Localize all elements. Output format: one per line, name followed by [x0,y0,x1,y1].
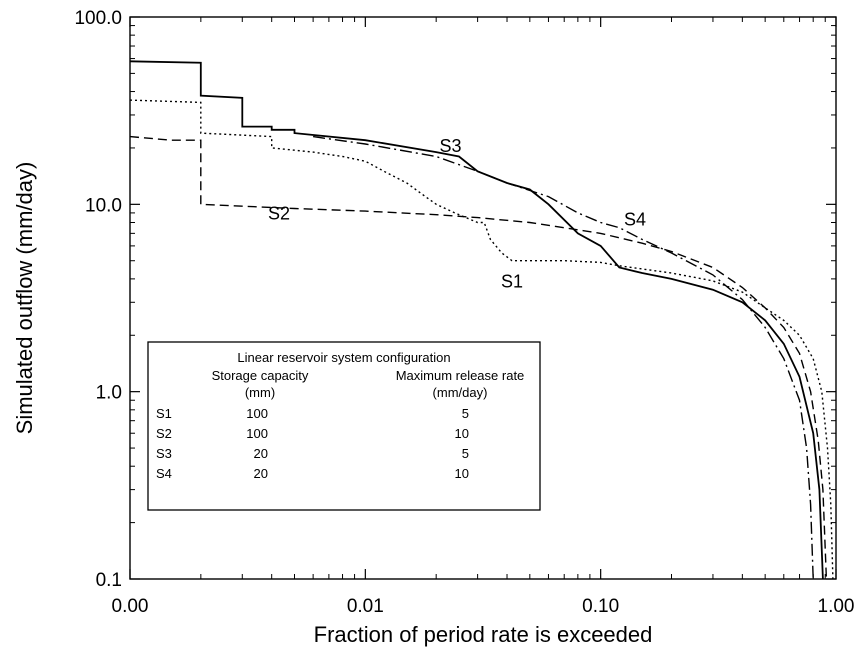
legend-header-storage-unit: (mm) [245,385,275,400]
series-line-s4 [313,135,814,580]
y-tick-label: 100.0 [74,8,122,29]
legend-row-name: S3 [156,446,172,461]
legend-row-storage: 20 [254,446,268,461]
legend-row-storage: 100 [246,406,268,421]
series-label-s1: S1 [501,271,523,291]
legend-box [147,341,541,511]
y-tick-label: 1.0 [96,383,122,404]
legend-rows: S1 100 5 S2 100 10 S3 20 5 S4 20 10 [156,406,469,481]
legend-row-release: 10 [455,426,469,441]
series-label-s3: S3 [439,136,461,156]
legend-row-name: S1 [156,406,172,421]
x-tick-label: 0.00 [112,596,149,617]
series-labels: S1 S2 S3 S4 [268,136,646,291]
legend-header-storage: Storage capacity [212,368,309,383]
legend-row-release: 5 [462,446,469,461]
series-label-s4: S4 [624,210,646,230]
legend: Linear reservoir system configuration St… [147,341,541,511]
legend-row-storage: 100 [246,426,268,441]
series-line-s1 [129,99,834,580]
series-lines [129,60,834,580]
legend-header-release: Maximum release rate [396,368,525,383]
series-line-s3 [129,60,824,580]
x-axis-title: Fraction of period rate is exceeded [314,622,653,647]
x-tick-label: 1.00 [818,596,855,617]
legend-row-release: 10 [455,466,469,481]
legend-header-release-unit: (mm/day) [433,385,488,400]
plot-frame [129,16,837,580]
legend-row-name: S2 [156,426,172,441]
y-axis-title: Simulated outflow (mm/day) [12,162,37,435]
plot-area [129,16,837,580]
series-label-s2: S2 [268,203,290,223]
x-tick-label: 0.10 [582,596,619,617]
legend-row-storage: 20 [254,466,268,481]
axis-ticks: 0.00 0.01 0.10 1.00 0.1 1.0 10.0 100.0 [74,8,854,617]
x-tick-label: 0.01 [347,596,384,617]
y-tick-label: 10.0 [85,195,122,216]
legend-title: Linear reservoir system configuration [237,350,450,365]
legend-row-release: 5 [462,406,469,421]
y-tick-label: 0.1 [96,570,122,591]
legend-row-name: S4 [156,466,172,481]
